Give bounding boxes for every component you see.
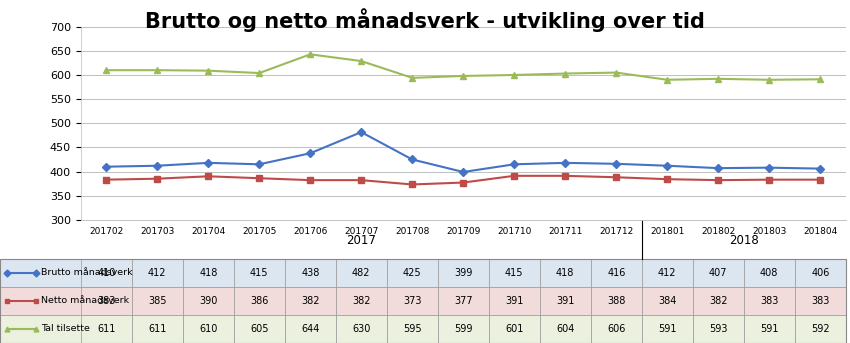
Bar bbox=[285, 315, 336, 343]
Text: 591: 591 bbox=[658, 324, 677, 334]
Bar bbox=[0, 287, 123, 315]
Text: 408: 408 bbox=[760, 268, 779, 278]
Text: 412: 412 bbox=[658, 268, 677, 278]
Bar bbox=[693, 259, 744, 287]
Text: 644: 644 bbox=[301, 324, 320, 334]
Bar bbox=[336, 287, 387, 315]
Text: 418: 418 bbox=[199, 268, 218, 278]
Text: 2017: 2017 bbox=[346, 234, 377, 247]
Text: 605: 605 bbox=[250, 324, 269, 334]
Text: 593: 593 bbox=[709, 324, 728, 334]
Text: 595: 595 bbox=[403, 324, 422, 334]
Bar bbox=[132, 259, 183, 287]
Text: 383: 383 bbox=[760, 296, 779, 306]
Bar bbox=[336, 259, 387, 287]
Bar bbox=[387, 315, 438, 343]
Bar bbox=[132, 287, 183, 315]
Text: 630: 630 bbox=[352, 324, 371, 334]
Bar bbox=[81, 287, 132, 315]
Text: 373: 373 bbox=[403, 296, 422, 306]
Bar bbox=[795, 287, 846, 315]
Bar bbox=[81, 259, 132, 287]
Text: 591: 591 bbox=[760, 324, 779, 334]
Text: 599: 599 bbox=[454, 324, 473, 334]
Text: 388: 388 bbox=[607, 296, 626, 306]
Bar bbox=[744, 315, 795, 343]
Text: 384: 384 bbox=[658, 296, 677, 306]
Bar bbox=[489, 315, 540, 343]
Text: 382: 382 bbox=[709, 296, 728, 306]
Text: 592: 592 bbox=[811, 324, 830, 334]
Bar bbox=[642, 259, 693, 287]
Text: 383: 383 bbox=[97, 296, 116, 306]
Bar bbox=[642, 287, 693, 315]
Text: 611: 611 bbox=[148, 324, 167, 334]
Text: 425: 425 bbox=[403, 268, 422, 278]
Bar bbox=[336, 315, 387, 343]
Bar bbox=[693, 287, 744, 315]
Bar bbox=[489, 259, 540, 287]
Bar bbox=[132, 315, 183, 343]
Bar bbox=[0, 259, 123, 287]
Bar bbox=[234, 287, 285, 315]
Text: 383: 383 bbox=[811, 296, 830, 306]
Bar bbox=[744, 259, 795, 287]
Text: 391: 391 bbox=[556, 296, 575, 306]
Text: 611: 611 bbox=[97, 324, 116, 334]
Text: 382: 382 bbox=[352, 296, 371, 306]
Bar bbox=[387, 259, 438, 287]
Text: 412: 412 bbox=[148, 268, 167, 278]
Bar bbox=[438, 287, 489, 315]
Text: 407: 407 bbox=[709, 268, 728, 278]
Text: 391: 391 bbox=[505, 296, 524, 306]
Text: 604: 604 bbox=[556, 324, 575, 334]
Bar bbox=[795, 315, 846, 343]
Text: 416: 416 bbox=[607, 268, 626, 278]
Text: 390: 390 bbox=[199, 296, 218, 306]
Bar bbox=[591, 287, 642, 315]
Text: Brutto månadsverk: Brutto månadsverk bbox=[41, 269, 133, 277]
Bar bbox=[438, 315, 489, 343]
Text: 418: 418 bbox=[556, 268, 575, 278]
Text: Netto månadsverk: Netto månadsverk bbox=[41, 296, 129, 306]
Bar bbox=[540, 287, 591, 315]
Text: 606: 606 bbox=[607, 324, 626, 334]
Text: Brutto og netto månadsverk - utvikling over tid: Brutto og netto månadsverk - utvikling o… bbox=[145, 9, 705, 33]
Bar bbox=[693, 315, 744, 343]
Bar bbox=[642, 315, 693, 343]
Text: 415: 415 bbox=[250, 268, 269, 278]
Bar bbox=[285, 287, 336, 315]
Bar bbox=[183, 315, 234, 343]
Text: 610: 610 bbox=[199, 324, 218, 334]
Bar bbox=[234, 315, 285, 343]
Text: Tal tilsette: Tal tilsette bbox=[41, 324, 90, 333]
Bar bbox=[234, 259, 285, 287]
Text: 399: 399 bbox=[454, 268, 473, 278]
Text: 438: 438 bbox=[301, 268, 320, 278]
Bar bbox=[438, 259, 489, 287]
Text: 377: 377 bbox=[454, 296, 473, 306]
Text: 2018: 2018 bbox=[728, 234, 758, 247]
Text: 382: 382 bbox=[301, 296, 320, 306]
Bar bbox=[285, 259, 336, 287]
Bar bbox=[591, 315, 642, 343]
Bar bbox=[0, 315, 123, 343]
Text: 410: 410 bbox=[97, 268, 116, 278]
Text: 385: 385 bbox=[148, 296, 167, 306]
Bar bbox=[540, 315, 591, 343]
Bar bbox=[183, 287, 234, 315]
Bar bbox=[489, 287, 540, 315]
Text: 482: 482 bbox=[352, 268, 371, 278]
Bar bbox=[387, 287, 438, 315]
Text: 601: 601 bbox=[505, 324, 524, 334]
Text: 406: 406 bbox=[811, 268, 830, 278]
Bar bbox=[744, 287, 795, 315]
Text: 415: 415 bbox=[505, 268, 524, 278]
Bar bbox=[591, 259, 642, 287]
Bar bbox=[183, 259, 234, 287]
Bar bbox=[540, 259, 591, 287]
Text: 386: 386 bbox=[250, 296, 269, 306]
Bar bbox=[81, 315, 132, 343]
Bar bbox=[795, 259, 846, 287]
